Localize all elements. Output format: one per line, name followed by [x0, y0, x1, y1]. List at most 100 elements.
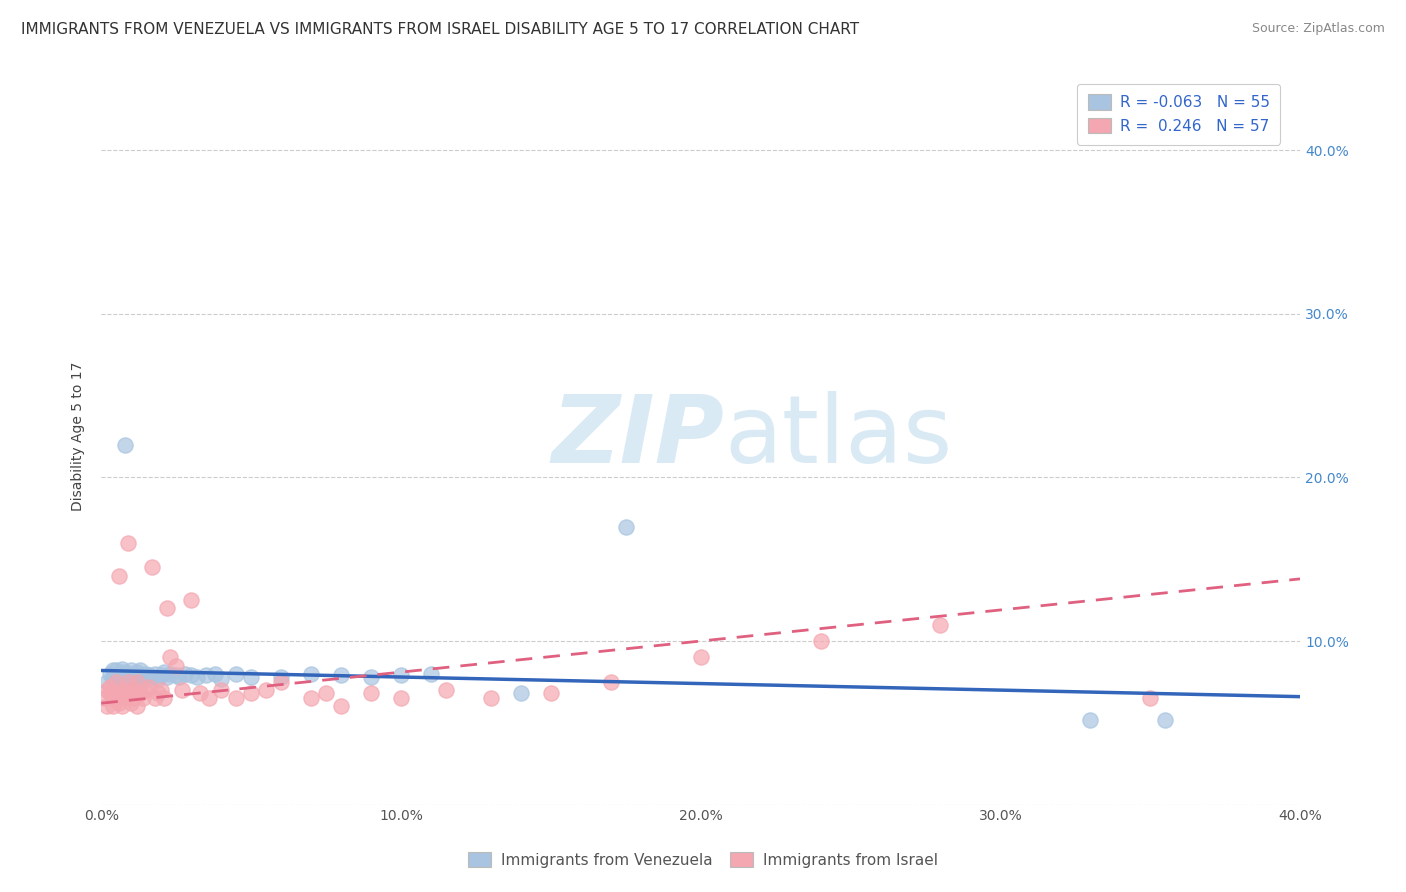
- Point: [120, 664, 142, 678]
- Point: [141, 560, 163, 574]
- Point: [159, 650, 181, 665]
- Point: [98, 686, 121, 700]
- Point: [270, 675, 292, 690]
- Point: [117, 675, 139, 690]
- Point: [270, 670, 292, 684]
- Point: [127, 699, 149, 714]
- Point: [117, 673, 139, 688]
- Text: atlas: atlas: [724, 391, 953, 483]
- Text: IMMIGRANTS FROM VENEZUELA VS IMMIGRANTS FROM ISRAEL DISABILITY AGE 5 TO 17 CORRE: IMMIGRANTS FROM VENEZUELA VS IMMIGRANTS …: [21, 22, 859, 37]
- Point: [138, 680, 160, 694]
- Point: [172, 683, 194, 698]
- Point: [96, 683, 118, 698]
- Point: [98, 666, 121, 681]
- Point: [117, 536, 139, 550]
- Point: [225, 666, 247, 681]
- Point: [114, 691, 136, 706]
- Point: [105, 686, 128, 700]
- Legend: Immigrants from Venezuela, Immigrants from Israel: Immigrants from Venezuela, Immigrants fr…: [461, 844, 945, 875]
- Point: [165, 668, 187, 682]
- Point: [103, 699, 125, 714]
- Point: [96, 675, 118, 690]
- Point: [138, 668, 160, 682]
- Point: [129, 664, 152, 678]
- Point: [143, 691, 166, 706]
- Legend: R = -0.063   N = 55, R =  0.246   N = 57: R = -0.063 N = 55, R = 0.246 N = 57: [1077, 84, 1281, 145]
- Point: [186, 670, 208, 684]
- Point: [150, 668, 173, 682]
- Point: [209, 672, 232, 686]
- Point: [114, 668, 136, 682]
- Point: [153, 691, 176, 706]
- Point: [209, 683, 232, 698]
- Point: [105, 664, 128, 678]
- Point: [111, 699, 134, 714]
- Point: [165, 658, 187, 673]
- Point: [127, 665, 149, 679]
- Point: [111, 686, 134, 700]
- Point: [105, 670, 128, 684]
- Point: [127, 675, 149, 690]
- Point: [240, 670, 263, 684]
- Point: [360, 670, 382, 684]
- Point: [98, 680, 121, 694]
- Point: [132, 691, 155, 706]
- Point: [103, 691, 125, 706]
- Point: [389, 668, 412, 682]
- Text: Source: ZipAtlas.com: Source: ZipAtlas.com: [1251, 22, 1385, 36]
- Point: [180, 593, 202, 607]
- Point: [479, 691, 502, 706]
- Point: [146, 672, 169, 686]
- Point: [188, 686, 211, 700]
- Point: [129, 686, 152, 700]
- Point: [108, 673, 131, 688]
- Point: [254, 683, 277, 698]
- Point: [614, 519, 637, 533]
- Point: [103, 672, 125, 686]
- Point: [198, 691, 221, 706]
- Point: [135, 666, 157, 681]
- Point: [1154, 713, 1177, 727]
- Point: [167, 670, 190, 684]
- Point: [225, 691, 247, 706]
- Point: [105, 675, 128, 690]
- Point: [810, 634, 832, 648]
- Point: [111, 662, 134, 676]
- Point: [330, 668, 353, 682]
- Point: [174, 666, 197, 681]
- Text: ZIP: ZIP: [551, 391, 724, 483]
- Y-axis label: Disability Age 5 to 17: Disability Age 5 to 17: [72, 362, 86, 511]
- Point: [108, 568, 131, 582]
- Point: [108, 666, 131, 681]
- Point: [120, 672, 142, 686]
- Point: [103, 664, 125, 678]
- Point: [141, 670, 163, 684]
- Point: [153, 665, 176, 679]
- Point: [127, 672, 149, 686]
- Point: [93, 691, 115, 706]
- Point: [299, 691, 322, 706]
- Point: [96, 699, 118, 714]
- Point: [122, 691, 145, 706]
- Point: [434, 683, 457, 698]
- Point: [156, 601, 179, 615]
- Point: [599, 675, 621, 690]
- Point: [419, 666, 441, 681]
- Point: [540, 686, 562, 700]
- Point: [135, 673, 157, 688]
- Point: [122, 670, 145, 684]
- Point: [195, 668, 218, 682]
- Point: [146, 686, 169, 700]
- Point: [135, 683, 157, 698]
- Point: [132, 670, 155, 684]
- Point: [117, 666, 139, 681]
- Point: [143, 666, 166, 681]
- Point: [122, 666, 145, 681]
- Point: [114, 438, 136, 452]
- Point: [330, 699, 353, 714]
- Point: [120, 696, 142, 710]
- Point: [315, 686, 337, 700]
- Point: [120, 668, 142, 682]
- Point: [114, 683, 136, 698]
- Point: [1078, 713, 1101, 727]
